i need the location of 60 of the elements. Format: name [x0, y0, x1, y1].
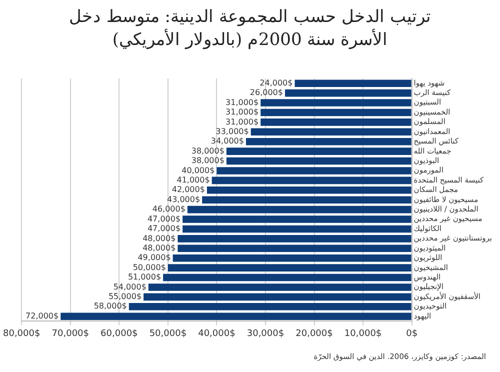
- x-tick-label: 80,000$: [3, 328, 40, 339]
- x-tick-label: 20,000$: [296, 328, 333, 339]
- bar: [172, 254, 412, 262]
- bar: [212, 176, 412, 184]
- bar: [148, 284, 412, 291]
- data-label: 54,000$: [113, 282, 146, 292]
- data-label: 40,000$: [182, 166, 215, 175]
- data-label: 48,000$: [142, 243, 176, 252]
- bar: [260, 99, 412, 106]
- data-label: 42,000$: [172, 185, 205, 194]
- x-tick-label: 30,000$: [246, 328, 284, 339]
- bar: [284, 89, 412, 97]
- x-tick-label: 60,000$: [100, 328, 138, 339]
- x-tick-label: 40,000$: [198, 328, 236, 339]
- x-tick-label: 0$: [406, 328, 418, 339]
- data-label: 24,000$: [260, 78, 293, 88]
- data-label: 48,000$: [142, 234, 176, 243]
- data-label: 38,000$: [191, 146, 224, 156]
- bar: [163, 274, 412, 282]
- x-tick-label: 70,000$: [52, 328, 89, 339]
- chart-title: ترتيب الدخل حسب المجموعة الدينية: متوسط دخل الأسرة سنة 2000م (بالدولار الأمريكي): [68, 6, 432, 52]
- bar: [260, 118, 412, 126]
- bar: [206, 186, 412, 194]
- bar: [216, 167, 412, 174]
- data-label: 58,000$: [94, 302, 127, 311]
- bar: [246, 138, 412, 146]
- data-label: 31,000$: [226, 98, 259, 107]
- data-label: 47,000$: [147, 224, 181, 234]
- bar: [226, 148, 412, 155]
- bar: [182, 225, 412, 233]
- data-label: 49,000$: [138, 253, 171, 262]
- bar: [178, 235, 412, 242]
- data-label: 34,000$: [210, 136, 244, 146]
- bar: [144, 293, 412, 301]
- x-tick-label: 10,000$: [344, 328, 382, 339]
- data-label: 33,000$: [216, 126, 249, 136]
- data-label: 31,000$: [226, 117, 259, 126]
- bar: [178, 244, 412, 252]
- bar: [202, 196, 412, 204]
- data-label: 31,000$: [226, 108, 259, 117]
- data-label: 43,000$: [166, 194, 200, 204]
- data-label: 55,000$: [108, 292, 142, 302]
- bar: [260, 108, 412, 116]
- bar: [187, 206, 412, 214]
- data-label: 47,000$: [147, 214, 181, 224]
- data-label: 41,000$: [176, 176, 210, 185]
- bar: [250, 128, 412, 136]
- bar: [168, 264, 412, 272]
- x-tick-label: 50,000$: [149, 328, 187, 339]
- data-label: 51,000$: [128, 272, 162, 282]
- data-label: 38,000$: [191, 156, 224, 166]
- data-label: 46,000$: [152, 204, 186, 214]
- data-label: 72,000$: [26, 311, 59, 320]
- data-label: 26,000$: [250, 88, 283, 98]
- bar: [60, 312, 412, 320]
- bar: [128, 303, 412, 310]
- bar: [294, 80, 412, 87]
- bar: [226, 157, 412, 165]
- data-label: 50,000$: [132, 262, 166, 272]
- bar: [182, 216, 412, 223]
